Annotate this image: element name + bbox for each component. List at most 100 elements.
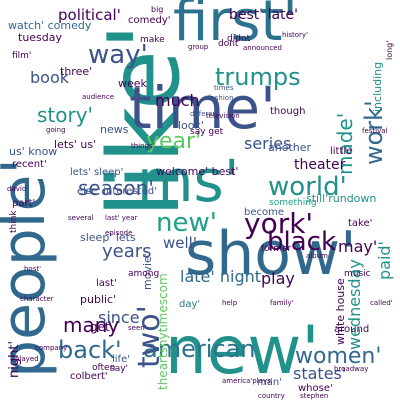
word-former: former [261, 244, 292, 254]
word-back: back' [58, 336, 122, 364]
word-lets-us: lets' us' [54, 138, 97, 151]
word-fashion: fashion [208, 94, 234, 102]
word-album: album [306, 252, 328, 260]
word-york: york' [244, 207, 314, 240]
word-film: film' [12, 51, 32, 61]
word-book: book [30, 68, 69, 87]
word-david: david [7, 185, 27, 193]
word-man: man' [257, 377, 282, 388]
word-theartsnytimescom: theartsnytimescom [156, 273, 170, 390]
word-become: become [244, 207, 285, 218]
word-around: around [334, 324, 370, 335]
word-character: character [20, 295, 54, 303]
word-announced: announced [243, 44, 282, 52]
word-states: states' [293, 364, 347, 383]
word-well: well' [163, 234, 197, 252]
word-think: think [9, 210, 19, 233]
word-episode: episode [105, 229, 133, 237]
word-long: long' [385, 40, 394, 60]
word-public: public' [80, 293, 117, 306]
word-colbert: colbert' [70, 371, 108, 382]
word-history: history' [282, 31, 309, 39]
word-say-get: say get [190, 127, 224, 137]
word-world: world' [268, 172, 347, 202]
word-big: big [151, 5, 164, 14]
word-called: called' [370, 299, 393, 307]
word-lets-sleep: lets' sleep' [70, 167, 124, 178]
word-day: day' [179, 299, 201, 310]
word-host: host' [24, 265, 42, 273]
word-television: television [206, 112, 240, 120]
word-different: different [190, 110, 220, 118]
word-broadway: broadway [334, 365, 369, 373]
word-still-rundown: still'rundown [306, 192, 377, 205]
word-week: week [118, 77, 147, 90]
word-best-late: best' late' [229, 7, 299, 23]
word-year: year' [146, 129, 202, 154]
word-play: play [261, 269, 295, 288]
word-seen: seen' [128, 324, 147, 332]
word-tuesday: tuesday [18, 31, 63, 44]
word-played: played [15, 355, 39, 363]
word-whose: whose' [298, 383, 333, 394]
word-another: another [268, 141, 312, 154]
word-often: often [92, 363, 116, 373]
word-music: music [344, 269, 371, 279]
word-season: season' [78, 176, 154, 200]
word-watch-comedy: watch' comedy [8, 19, 92, 32]
word-life: life' [112, 354, 130, 365]
word-part: part' [12, 198, 36, 209]
word-series: series [244, 134, 292, 153]
word-stephen: stephen [300, 392, 329, 400]
word-may: may' [338, 237, 378, 256]
word-festival: festival [362, 127, 388, 135]
word-family: family' [270, 299, 294, 307]
word-late-night: late' night [180, 267, 262, 286]
word-much: much [155, 91, 200, 110]
word-many: many [63, 313, 120, 337]
word-paid: paid' [375, 241, 394, 280]
word-look: look' [178, 119, 204, 132]
word-story: story' [37, 103, 94, 127]
word-new-small: new' [156, 208, 217, 238]
word-trumps: trumps [215, 63, 301, 91]
word-america-plays: america'plays' [222, 377, 273, 385]
word-though: though [270, 106, 306, 117]
word-say: say' [110, 364, 129, 374]
word-make: make [140, 35, 165, 45]
word-time: time' [129, 74, 276, 142]
word-political: political' [58, 6, 121, 24]
word-first: first' [173, 0, 298, 54]
word-several: several [68, 214, 94, 222]
word-ms: ms' [137, 147, 240, 215]
word-recent: recent' [12, 159, 47, 170]
word-including: including [371, 61, 384, 112]
word-audience: audience [82, 93, 115, 101]
word-get: get [90, 320, 110, 334]
word-company: company [35, 344, 68, 352]
word-black: black [267, 227, 337, 257]
word-comedy-tiny: comedy' [128, 15, 171, 26]
word-country: country [258, 392, 285, 400]
word-years: years [102, 241, 152, 262]
word-going: going [46, 126, 66, 134]
word-take: take' [348, 218, 373, 229]
word-show: show' [185, 219, 357, 289]
word-theater: theater [294, 157, 346, 173]
word-sleep-lets: sleep' lets [80, 231, 136, 244]
word-three: three' [60, 65, 93, 78]
word-last-year: last' year [105, 214, 138, 222]
word-dont: dont [218, 39, 239, 49]
word-little: little [330, 146, 353, 157]
word-didnt: didnt [227, 34, 251, 44]
word-since: since [98, 308, 140, 327]
word-new: new' [165, 312, 320, 389]
word-times: times [214, 84, 234, 92]
word-help: help [222, 299, 238, 307]
word-group: group [188, 43, 209, 51]
word-among: among [128, 269, 160, 279]
word-things: things' [131, 142, 155, 150]
word-american: american [143, 335, 256, 363]
word-something: something [269, 198, 317, 208]
